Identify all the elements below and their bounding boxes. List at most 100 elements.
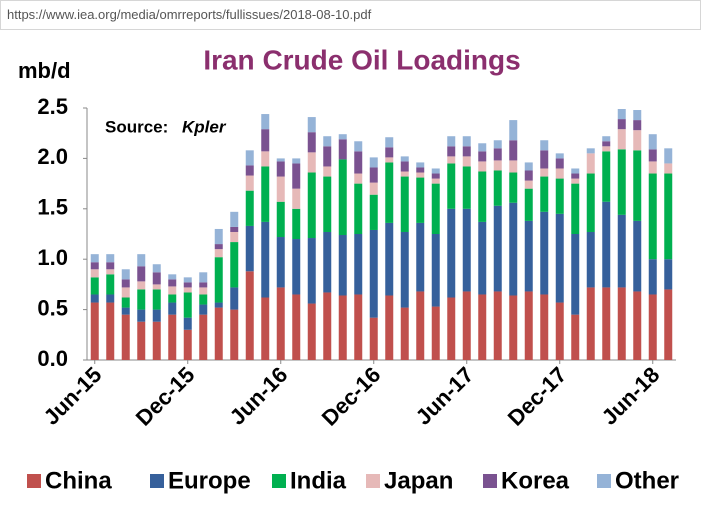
bar-segment [571,234,580,315]
bar-segment [230,226,239,232]
chart-title: Iran Crude Oil Loadings [203,44,520,75]
bar-segment [524,180,533,189]
bar-segment [276,287,285,360]
y-tick-label: 1.5 [37,195,68,220]
bar-segment [633,130,642,151]
bar-segment [633,291,642,360]
bar-segment [199,304,208,315]
bar-segment [276,176,285,202]
bar-segment [493,148,502,161]
bar-segment [245,190,254,226]
legend-label: Korea [501,467,570,494]
bar-segment [648,161,657,174]
bar-segment [648,173,657,260]
bar-segment [524,220,533,292]
bar-segment [214,257,223,303]
bar-segment [664,163,673,174]
bar-segment [214,244,223,250]
address-bar[interactable]: https://www.iea.org/media/omrreports/ful… [0,0,701,30]
bar-segment [292,158,301,164]
bar-segment [416,177,425,223]
legend-swatch [150,474,164,488]
bar-segment [633,150,642,221]
source-label: Source: [105,117,168,136]
bar-segment [214,302,223,308]
bar-segment [447,156,456,164]
legend-swatch [597,474,611,488]
bar-segment [586,153,595,174]
bar-segment [509,140,518,161]
bar-segment [555,213,564,303]
bar-segment [245,225,254,272]
y-tick-label: 0.5 [37,295,68,320]
bar-segment [276,161,285,177]
bar-segment [106,294,115,303]
bar-segment [354,151,363,174]
bar-segment [571,183,580,234]
bar-segment [648,149,657,162]
bar-segment [90,262,99,270]
bar-segment [617,109,626,120]
bar-segment [571,178,580,184]
bar-segment [571,168,580,174]
bar-segment [633,110,642,121]
bar-segment [106,302,115,360]
bar-segment [369,167,378,183]
bar-segment [369,194,378,230]
bar-segment [307,152,316,173]
bar-segment [121,297,130,308]
bar-segment [354,173,363,184]
y-tick-label: 2.5 [37,94,68,119]
bar-segment [323,136,332,147]
bar-segment [369,182,378,195]
bar-segment [338,235,347,296]
bar-segment [183,277,192,283]
bar-segment [509,172,518,203]
bar-segment [121,269,130,280]
bar-segment [230,231,239,243]
bar-segment [137,254,146,267]
legend-label: Japan [384,467,453,494]
bar-segment [90,294,99,303]
bar-segment [431,183,440,234]
bar-segment [369,157,378,168]
bar-segment [493,291,502,360]
bar-segment [586,148,595,154]
bar-segment [555,153,564,159]
bar-segment [90,254,99,263]
bar-segment [323,166,332,177]
bar-segment [664,289,673,360]
bar-segment [416,222,425,292]
bar-segment [462,291,471,360]
bar-segment [509,202,518,296]
bar-segment [292,208,301,240]
bar-segment [307,238,316,304]
bar-segment [121,279,130,288]
bar-segment [431,168,440,174]
bar-segment [385,222,394,296]
bar-segment [400,231,409,308]
bar-segment [664,173,673,260]
bar-segment [152,321,161,360]
bar-segment [245,150,254,166]
bar-segment [633,120,642,131]
bar-segment [447,136,456,147]
bar-segment [152,272,161,285]
legend-label: Other [615,467,679,494]
bar-segment [168,286,177,295]
bar-segment [338,159,347,236]
bar-segment [245,165,254,176]
bar-segment [617,287,626,360]
bar-segment [106,269,115,275]
x-tick-label: Jun-18 [597,362,665,430]
bar-segment [292,188,301,209]
bar-segment [602,151,611,202]
source-name: Kpler [182,117,227,136]
bar-segment [540,150,549,169]
bar-segment [509,295,518,360]
bar-segment [664,259,673,290]
bar-segment [447,297,456,360]
bar-segment [152,264,161,273]
